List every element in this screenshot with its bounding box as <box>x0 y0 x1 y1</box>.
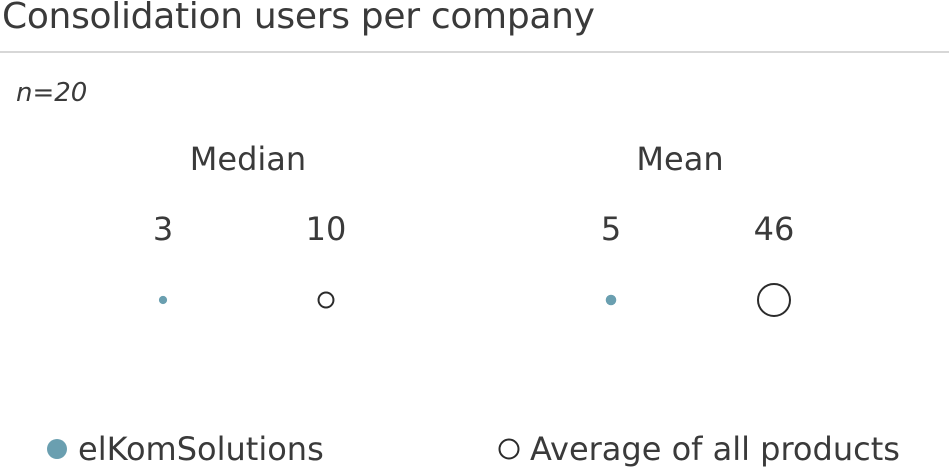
data-point-average <box>757 283 791 317</box>
legend-item-elkomsolutions: elKomSolutions <box>46 430 324 468</box>
data-label: 3 <box>153 210 173 248</box>
open-circle-icon <box>498 438 520 460</box>
data-point-elkomsolutions <box>158 295 168 305</box>
legend-label-elkomsolutions: elKomSolutions <box>78 430 324 468</box>
group-header-mean: Mean <box>636 140 723 178</box>
sample-size-label: n=20 <box>16 78 88 108</box>
data-point-elkomsolutions <box>605 294 617 306</box>
data-label: 46 <box>754 210 795 248</box>
title-divider <box>0 51 949 53</box>
chart-title: Consolidation users per company <box>2 0 595 37</box>
legend-label-average: Average of all products <box>530 430 900 468</box>
group-header-median: Median <box>190 140 306 178</box>
chart-area: Median 3 10 Mean 5 46 <box>153 140 795 317</box>
data-label: 10 <box>306 210 347 248</box>
data-point-average <box>317 291 335 309</box>
legend-item-average: Average of all products <box>498 430 900 468</box>
data-label: 5 <box>601 210 621 248</box>
filled-circle-icon <box>47 439 67 459</box>
